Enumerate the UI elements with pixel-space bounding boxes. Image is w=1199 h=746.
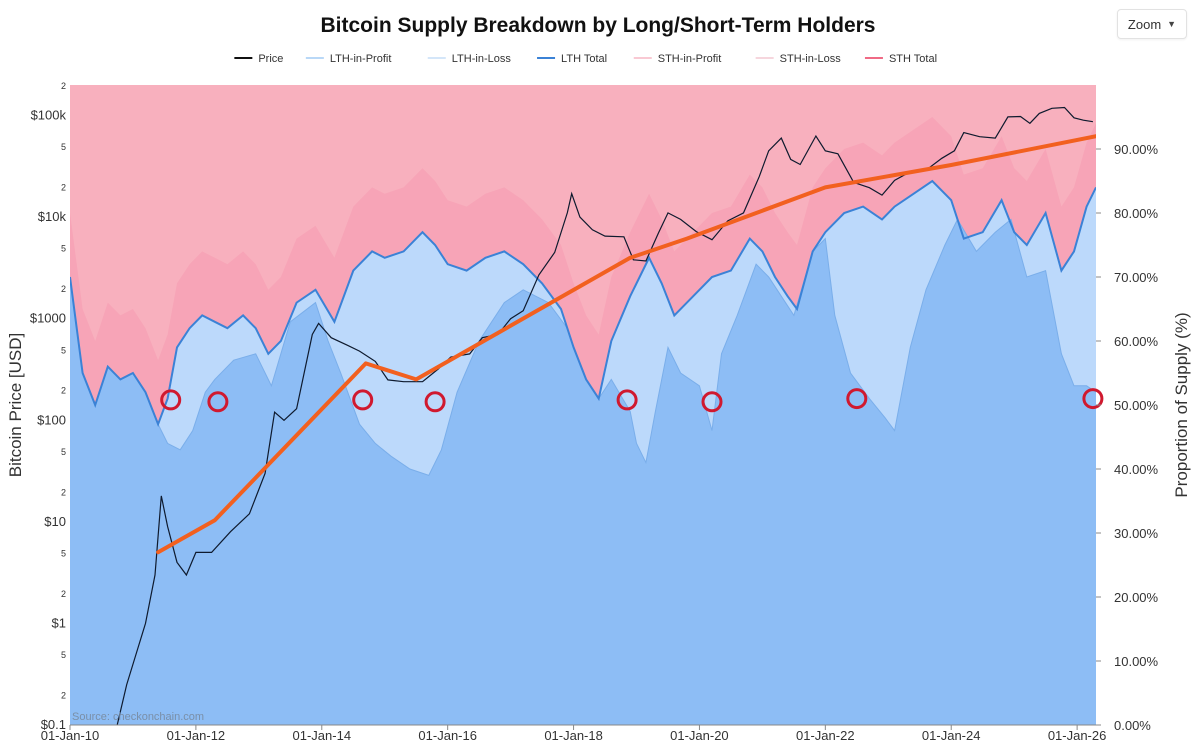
highlight-circle-1 xyxy=(207,391,229,413)
y-left-tick-18: $100k xyxy=(31,108,67,123)
y-right-tick-5: 50.00% xyxy=(1114,398,1159,413)
chart-title: Bitcoin Supply Breakdown by Long/Short-T… xyxy=(321,14,876,37)
y-left-tick-3: $1 xyxy=(52,615,66,630)
legend-item-6[interactable]: STH Total xyxy=(864,53,937,65)
price-line xyxy=(116,106,1093,725)
lth-in-profit-line xyxy=(70,218,1096,477)
y-left-tick-2: 5 xyxy=(61,650,66,660)
legend-label: STH Total xyxy=(889,53,937,65)
y-left-tick-17: 5 xyxy=(61,142,66,152)
y-left-tick-8: 5 xyxy=(61,447,66,457)
chevron-down-icon: ▼ xyxy=(1167,19,1177,29)
y-right-tick-7: 70.00% xyxy=(1114,270,1159,285)
left-axis-title: Bitcoin Price [USD] xyxy=(6,333,25,478)
x-tick-0: 01-Jan-10 xyxy=(41,728,100,743)
y-left-tick-4: 2 xyxy=(61,589,66,599)
trend-line xyxy=(156,134,1096,555)
y-right-tick-8: 80.00% xyxy=(1114,206,1159,221)
legend-label: LTH-in-Profit xyxy=(330,53,392,65)
y-left-tick-13: 2 xyxy=(61,284,66,294)
legend-item-5[interactable]: STH-in-Loss xyxy=(755,53,842,65)
plot-area xyxy=(70,85,1104,725)
zoom-label: Zoom xyxy=(1127,16,1162,32)
y-left-tick-1: 2 xyxy=(61,690,66,700)
x-tick-6: 01-Jan-22 xyxy=(796,728,855,743)
y-left-tick-19: 2 xyxy=(61,81,66,91)
y-left-tick-7: 2 xyxy=(61,487,66,497)
y-left-tick-12: $1000 xyxy=(30,311,66,326)
y-right-tick-3: 30.00% xyxy=(1114,526,1159,541)
y-left-tick-11: 5 xyxy=(61,345,66,355)
y-left-tick-16: 2 xyxy=(61,183,66,193)
x-tick-7: 01-Jan-24 xyxy=(922,728,981,743)
highlight-circle-6 xyxy=(846,388,868,410)
x-tick-5: 01-Jan-20 xyxy=(670,728,729,743)
legend-item-0[interactable]: Price xyxy=(234,53,283,65)
y-right-tick-0: 0.00% xyxy=(1114,718,1151,733)
legend-label: Price xyxy=(258,53,283,65)
highlight-circle-3 xyxy=(424,391,446,413)
legend-item-4[interactable]: STH-in-Profit xyxy=(633,53,722,65)
source-label: Source: checkonchain.com xyxy=(72,711,204,723)
y-right-tick-2: 20.00% xyxy=(1114,590,1159,605)
highlight-circle-5 xyxy=(701,391,723,413)
axes: $0.1 2 5 $1 2 5 $10 2 5 $100 2 5 $1000 2 5 $10k 2 5 $100k 2… xyxy=(30,81,1159,743)
y-right-tick-6: 60.00% xyxy=(1114,334,1159,349)
y-right-tick-1: 10.00% xyxy=(1114,654,1159,669)
right-axis-title: Proportion of Supply (%) xyxy=(1172,312,1191,497)
lth-total-line xyxy=(70,179,1096,427)
legend-item-3[interactable]: LTH Total xyxy=(537,53,607,65)
highlight-circle-4 xyxy=(616,389,638,411)
highlight-circle-7 xyxy=(1082,388,1104,410)
y-right-tick-4: 40.00% xyxy=(1114,462,1159,477)
x-tick-3: 01-Jan-16 xyxy=(418,728,477,743)
x-tick-4: 01-Jan-18 xyxy=(544,728,603,743)
lth-in-profit-area xyxy=(70,219,1096,725)
legend-label: LTH-in-Loss xyxy=(452,53,512,65)
y-left-tick-14: 5 xyxy=(61,244,66,254)
legend-item-1[interactable]: LTH-in-Profit xyxy=(305,53,392,65)
legend-label: LTH Total xyxy=(561,53,607,65)
legend-label: STH-in-Loss xyxy=(780,53,842,65)
y-left-tick-10: 2 xyxy=(61,386,66,396)
chart-legend: Price LTH-in-Profit LTH-in-Loss LTH Total ST… xyxy=(234,53,937,65)
zoom-button[interactable]: Zoom ▼ xyxy=(1117,9,1187,39)
x-tick-2: 01-Jan-14 xyxy=(293,728,352,743)
legend-item-2[interactable]: LTH-in-Loss xyxy=(427,53,512,65)
highlight-circle-2 xyxy=(352,389,374,411)
y-left-tick-9: $100 xyxy=(37,412,66,427)
y-left-tick-15: $10k xyxy=(38,209,67,224)
y-left-tick-6: $10 xyxy=(44,514,66,529)
x-tick-8: 01-Jan-26 xyxy=(1048,728,1107,743)
legend-label: STH-in-Profit xyxy=(658,53,722,65)
highlight-circle-0 xyxy=(160,389,182,411)
y-right-tick-9: 90.00% xyxy=(1114,142,1159,157)
y-left-tick-5: 5 xyxy=(61,548,66,558)
y-left-tick-0: $0.1 xyxy=(41,717,66,732)
x-tick-1: 01-Jan-12 xyxy=(167,728,226,743)
